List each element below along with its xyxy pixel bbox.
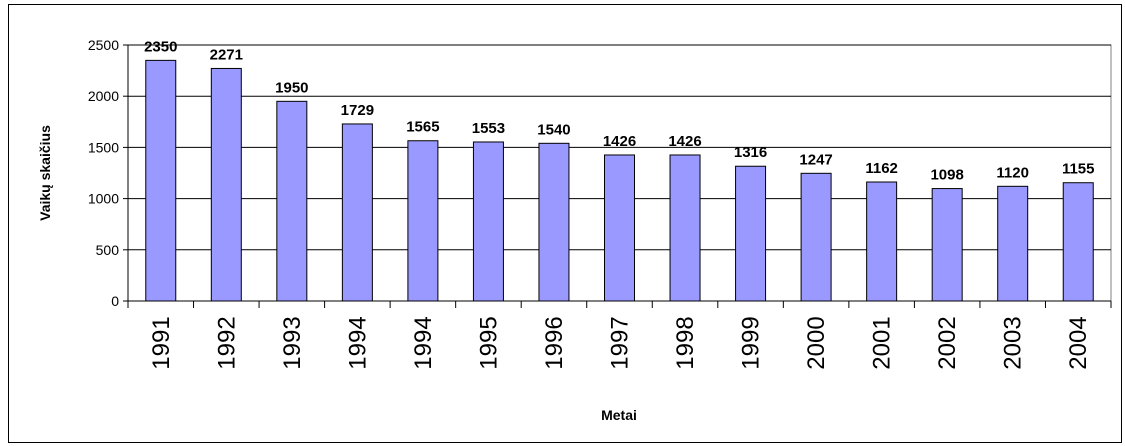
data-label: 1247 [799,151,832,168]
data-label: 1540 [537,121,570,138]
data-label: 1426 [668,133,701,150]
x-tick-label: 2002 [934,316,961,369]
x-axis-title: Metai [601,407,637,423]
x-tick-label: 1993 [279,316,306,369]
data-label: 1729 [341,102,374,119]
bars [145,59,1094,302]
y-axis-title: Vaikų skaičius [37,125,53,221]
y-tick-labels: 0 500 1000 1500 2000 2500 [88,37,119,309]
x-tick-label: 2004 [1065,316,1092,369]
bar [735,165,767,302]
data-label: 2350 [144,38,177,55]
data-label: 1162 [865,160,898,177]
x-tick-label: 1997 [607,316,634,369]
x-tick-label: 1998 [672,316,699,369]
data-label: 1316 [734,144,767,161]
bar [866,181,898,302]
data-label: 1553 [472,120,505,137]
x-tick-label: 1995 [475,316,502,369]
data-label: 1120 [996,164,1029,181]
y-tick-label: 500 [96,242,120,258]
data-label: 1565 [406,119,439,136]
chart-frame: 0 500 1000 1500 2000 2500 1991 1992 1993 1994 199… [8,4,1122,443]
x-tick-label: 1991 [148,316,175,369]
x-tick-label: 1994 [344,316,371,369]
bar [276,100,308,302]
data-label: 1426 [603,133,636,150]
data-label: 1155 [1062,161,1095,178]
bar [210,67,242,302]
x-tick-label: 2000 [803,316,830,369]
y-tick-label: 0 [111,293,119,309]
data-labels: 2350 2271 1950 1729 1565 1553 1540 1426 1426 1316… [144,38,1094,183]
x-tick-label: 1994 [410,316,437,369]
data-label: 2271 [210,46,243,63]
y-tick-label: 1500 [88,139,119,155]
bar [538,142,570,302]
x-tick-labels: 1991 1992 1993 1994 1994 1995 1996 1997 1998 1999… [148,316,1092,369]
bar [145,59,177,302]
bar [341,123,373,302]
bar [604,154,635,302]
bar [669,154,701,302]
axes [123,44,1112,308]
x-tick-label: 2003 [1000,316,1027,369]
bar [800,172,832,302]
y-tick-label: 2500 [88,37,119,53]
x-tick-label: 2001 [869,316,896,369]
y-tick-label: 2000 [88,88,119,104]
bar [1062,182,1094,302]
bar [472,141,504,302]
x-tick-label: 1992 [213,316,240,369]
y-tick-label: 1000 [88,191,119,207]
data-label: 1098 [930,167,963,184]
x-tick-label: 1996 [541,316,568,369]
bar [931,188,963,302]
bar [407,140,439,302]
bar [997,185,1029,302]
x-tick-label: 1999 [738,316,765,369]
data-label: 1950 [275,79,308,96]
